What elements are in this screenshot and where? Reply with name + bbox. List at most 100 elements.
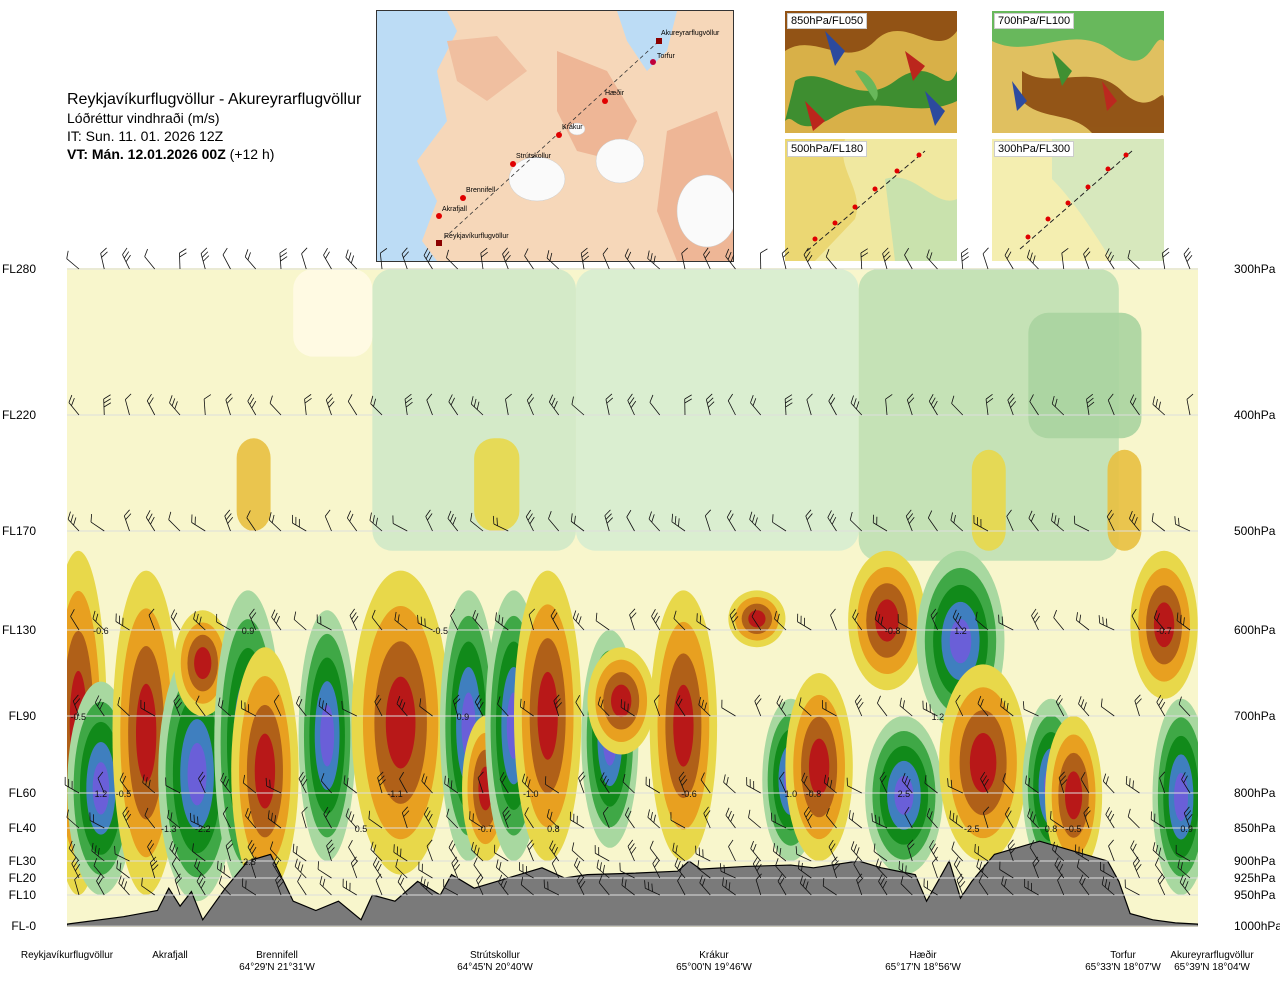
wind-barb: [596, 859, 610, 879]
fl-label: FL10: [8, 888, 36, 902]
wind-barb: [1176, 612, 1191, 631]
wind-barb: [369, 512, 383, 532]
wind-barb: [673, 610, 686, 631]
wind-barb: [371, 609, 383, 631]
location-label: Brennifell 64°29'N 21°31'W: [239, 950, 315, 973]
hpa-label: 300hPa: [1234, 262, 1276, 276]
wind-barb: [1106, 509, 1115, 532]
wind-barb: [784, 394, 793, 416]
wind-barb: [653, 694, 661, 717]
wind-barb: [203, 394, 212, 416]
wind-barb: [751, 609, 762, 631]
wind-barb: [245, 808, 257, 829]
wind-barb: [117, 697, 130, 717]
fl-label: FL220: [1, 408, 36, 422]
wind-barb: [907, 839, 915, 862]
wind-barb: [1129, 510, 1140, 532]
wind-barb: [269, 841, 282, 862]
wind-barb: [830, 608, 837, 631]
wind-barb: [927, 510, 938, 532]
wind-barb: [1152, 396, 1166, 416]
downdraft-cell: [1064, 771, 1083, 820]
wind-barb: [1007, 839, 1017, 862]
wind-barb: [575, 695, 585, 717]
wind-barb: [852, 609, 863, 631]
wind-barb: [350, 856, 359, 879]
updraft-cell: [92, 762, 110, 815]
issue-time: IT: Sun. 11. 01. 2026 12Z: [67, 128, 224, 144]
wind-barb: [580, 247, 590, 270]
wind-barb: [770, 812, 787, 829]
wind-barb: [394, 611, 408, 631]
wind-barb: [146, 393, 156, 416]
wind-barb: [977, 695, 989, 717]
wind-barb: [699, 875, 711, 896]
wind-barb: [443, 879, 458, 896]
wind-barb: [374, 694, 383, 717]
cross-section-chart: -0.6 0.9 -0.5 -0.8 1.2 -0.7 -0.5 0.9 1.2 1.2 -0.5 -…: [64, 247, 1198, 927]
route-title: Reykjavíkurflugvöllur - Akureyrarflugvöl…: [67, 91, 362, 108]
wind-barb: [169, 841, 181, 862]
mini-map-label: 700hPa/FL100: [994, 13, 1075, 29]
value-label: -2.2: [195, 824, 211, 834]
wind-barb: [548, 394, 560, 416]
wind-barb: [473, 857, 484, 879]
wind-barb: [1079, 874, 1090, 896]
wind-barb: [446, 808, 459, 829]
wind-barb: [749, 511, 762, 532]
wind-barb: [470, 512, 484, 532]
wind-barb: [370, 841, 383, 862]
wind-barb: [569, 811, 585, 829]
wind-barb: [1101, 876, 1115, 896]
wind-barb: [122, 247, 131, 270]
wind-barb: [268, 512, 282, 532]
downdraft-cell: [875, 599, 899, 642]
wind-barb: [426, 839, 433, 862]
wind-barb: [649, 840, 661, 862]
wind-barb: [242, 774, 257, 794]
field-patch: [1107, 449, 1142, 551]
wind-barb: [872, 514, 888, 532]
wind-barb: [627, 839, 637, 862]
map-point-akureyrarflugvollur: [656, 38, 662, 44]
wind-barb: [174, 873, 183, 896]
wind-barb: [571, 396, 585, 416]
wind-barb: [100, 247, 108, 270]
wind-barb: [269, 395, 282, 416]
wind-barb: [975, 611, 989, 631]
field-patch: [236, 438, 271, 531]
fl-label: FL130: [1, 623, 36, 637]
wind-barb: [726, 510, 736, 532]
wind-barb: [578, 771, 586, 794]
wind-barbs: [64, 247, 1194, 896]
wind-barb: [194, 858, 206, 879]
wind-barb: [472, 610, 484, 631]
wind-barb: [250, 856, 257, 879]
wind-barb: [1152, 842, 1166, 862]
wind-barb: [195, 695, 206, 717]
wind-barb: [727, 393, 736, 416]
wind-barb: [898, 860, 913, 879]
value-label: 1.2: [95, 789, 108, 799]
field-patch: [474, 438, 520, 531]
wind-barb: [1150, 811, 1165, 829]
wind-barb: [719, 863, 736, 879]
wind-barb: [905, 509, 915, 532]
map-label-krakur: Krákur: [562, 124, 583, 131]
value-label: -2.5: [240, 857, 256, 867]
wind-barb: [998, 614, 1014, 631]
wind-barb: [1075, 844, 1090, 862]
wind-barb: [1052, 841, 1065, 862]
wind-barb: [140, 699, 155, 717]
wind-barb: [1107, 393, 1115, 416]
wind-barb: [874, 611, 888, 631]
wind-barb: [301, 806, 308, 829]
wind-barb: [1105, 248, 1115, 270]
wind-barb: [317, 861, 332, 879]
wind-barb: [417, 614, 433, 631]
wind-barb: [298, 771, 308, 794]
wind-barb: [426, 393, 433, 416]
wind-barb: [124, 393, 132, 416]
wind-barb: [452, 694, 461, 717]
wind-barb: [318, 697, 332, 717]
